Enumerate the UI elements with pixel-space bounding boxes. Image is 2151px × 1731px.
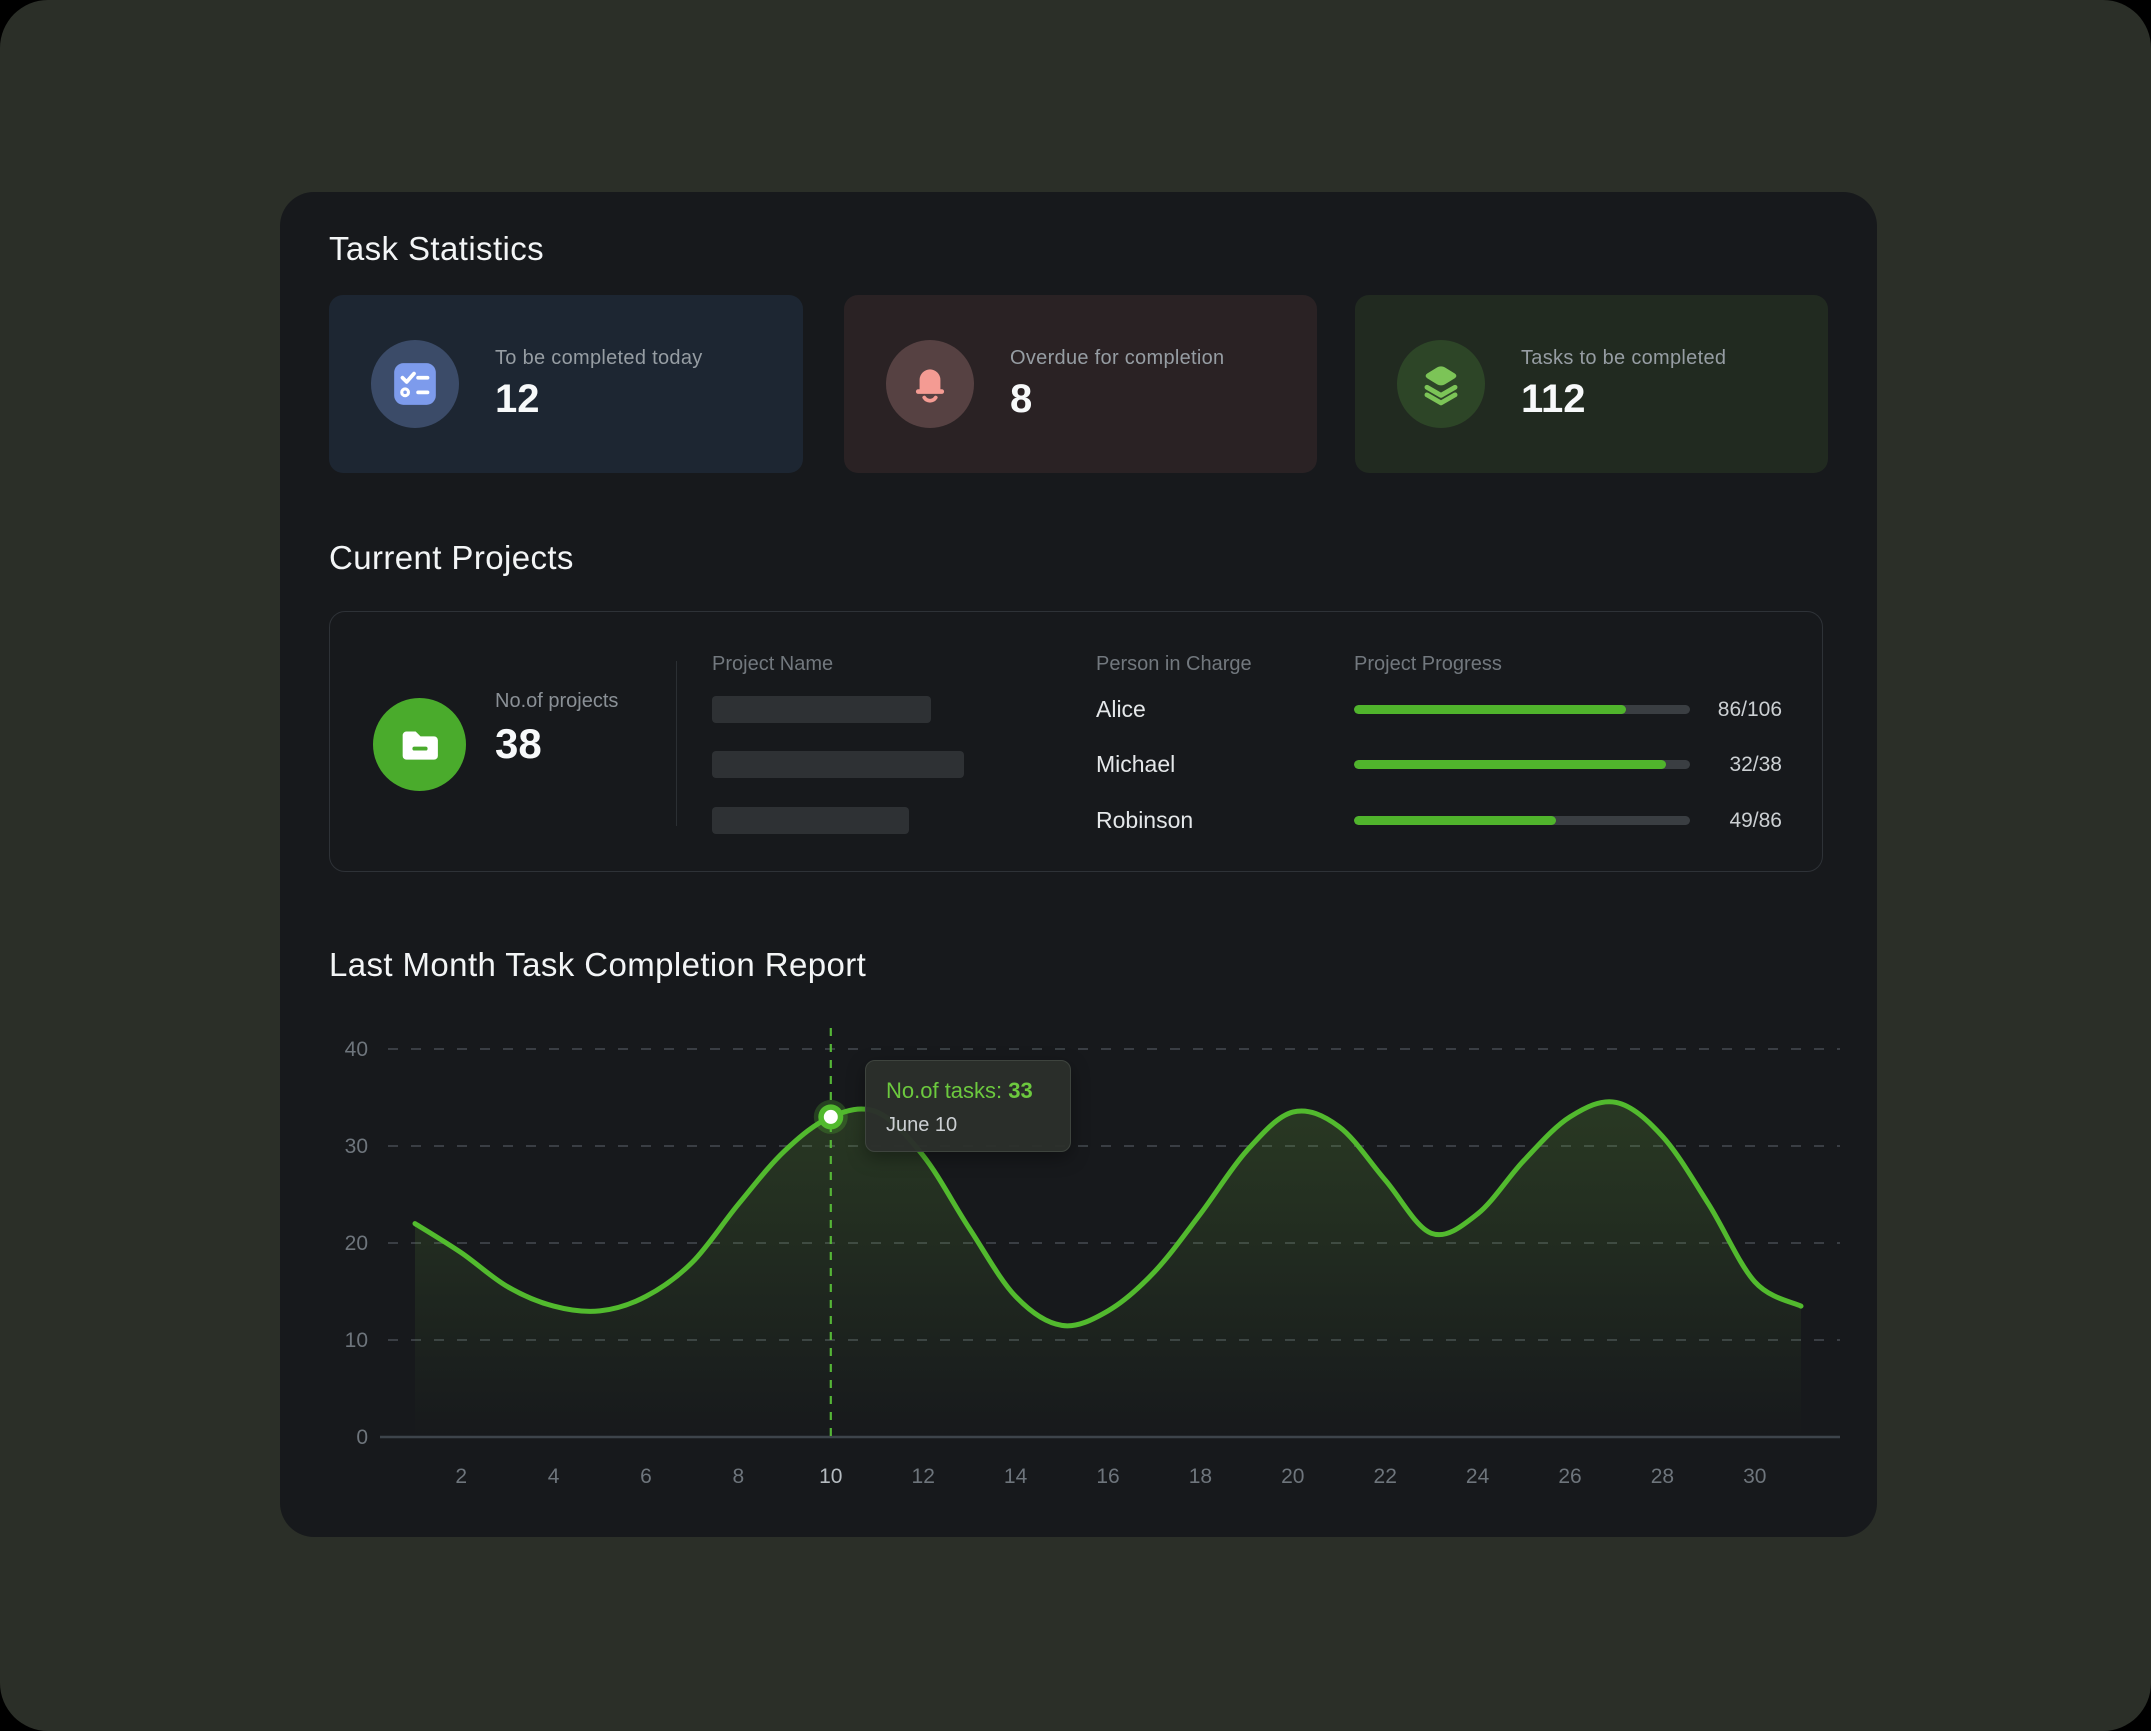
progress-value: 86/106 bbox=[1717, 698, 1782, 721]
svg-text:10: 10 bbox=[345, 1329, 368, 1352]
stat-card-label: Overdue for completion bbox=[1010, 346, 1225, 369]
progress-value: 49/86 bbox=[1729, 809, 1782, 832]
checklist-icon bbox=[371, 340, 459, 428]
section-title-current-projects: Current Projects bbox=[329, 539, 574, 576]
project-name-placeholder bbox=[712, 807, 909, 834]
svg-text:20: 20 bbox=[345, 1232, 368, 1255]
task-completion-chart[interactable]: 0 10 20 30 40 2 4 6 8 10 12 14 16 18 20 22 24 26 28 30 No.o… bbox=[280, 1020, 1877, 1520]
vertical-divider bbox=[676, 661, 677, 826]
stat-card-overdue: Overdue for completion 8 bbox=[844, 295, 1317, 473]
svg-text:2: 2 bbox=[455, 1465, 467, 1488]
svg-text:0: 0 bbox=[356, 1426, 368, 1449]
layers-icon bbox=[1397, 340, 1485, 428]
stat-card-value: 12 bbox=[495, 376, 540, 421]
svg-text:8: 8 bbox=[733, 1465, 745, 1488]
progress-bar-fill bbox=[1354, 816, 1556, 825]
person-name: Alice bbox=[1096, 696, 1146, 722]
bell-icon bbox=[886, 340, 974, 428]
person-name: Michael bbox=[1096, 751, 1176, 777]
svg-text:10: 10 bbox=[819, 1465, 842, 1488]
svg-text:18: 18 bbox=[1189, 1465, 1212, 1488]
progress-bar bbox=[1354, 816, 1690, 825]
stat-card-to-be-completed-today: To be completed today 12 bbox=[329, 295, 803, 473]
progress-bar-fill bbox=[1354, 705, 1627, 714]
folder-icon bbox=[373, 698, 466, 791]
section-title-task-statistics: Task Statistics bbox=[329, 230, 545, 267]
svg-text:22: 22 bbox=[1374, 1465, 1397, 1488]
stat-card-tasks-to-be-completed: Tasks to be completed 112 bbox=[1355, 295, 1828, 473]
svg-text:40: 40 bbox=[345, 1038, 368, 1061]
person-name: Robinson bbox=[1096, 807, 1194, 833]
column-header-person-in-charge: Person in Charge bbox=[1096, 653, 1252, 675]
project-name-placeholder bbox=[712, 696, 931, 723]
progress-bar bbox=[1354, 705, 1690, 714]
chart-tooltip: No.of tasks: 33 June 10 bbox=[865, 1060, 1071, 1152]
svg-text:30: 30 bbox=[345, 1135, 368, 1158]
no-of-projects-value: 38 bbox=[495, 720, 542, 767]
stat-card-value: 112 bbox=[1521, 376, 1586, 421]
svg-text:20: 20 bbox=[1281, 1465, 1304, 1488]
svg-text:4: 4 bbox=[548, 1465, 560, 1488]
current-projects-card: No.of projects 38 Project Name Person in… bbox=[329, 611, 1823, 872]
stat-card-label: To be completed today bbox=[495, 346, 703, 369]
tooltip-value-line: No.of tasks: 33 bbox=[886, 1078, 1033, 1103]
svg-text:12: 12 bbox=[912, 1465, 935, 1488]
stat-card-label: Tasks to be completed bbox=[1521, 346, 1727, 369]
svg-text:6: 6 bbox=[640, 1465, 652, 1488]
svg-text:30: 30 bbox=[1743, 1465, 1766, 1488]
progress-bar-fill bbox=[1354, 760, 1667, 769]
svg-text:28: 28 bbox=[1651, 1465, 1674, 1488]
no-of-projects-label: No.of projects bbox=[495, 690, 619, 712]
dashboard-panel: Task Statistics To be completed today 12 bbox=[280, 192, 1877, 1537]
column-header-project-name: Project Name bbox=[712, 653, 834, 675]
svg-text:16: 16 bbox=[1096, 1465, 1119, 1488]
tooltip-date-line: June 10 bbox=[886, 1114, 958, 1136]
progress-bar bbox=[1354, 760, 1690, 769]
stat-card-value: 8 bbox=[1010, 376, 1033, 421]
svg-text:26: 26 bbox=[1558, 1465, 1581, 1488]
svg-text:24: 24 bbox=[1466, 1465, 1490, 1488]
svg-text:14: 14 bbox=[1004, 1465, 1028, 1488]
column-header-project-progress: Project Progress bbox=[1354, 653, 1502, 675]
section-title-report: Last Month Task Completion Report bbox=[329, 946, 867, 983]
project-name-placeholder bbox=[712, 751, 964, 778]
progress-value: 32/38 bbox=[1729, 753, 1782, 776]
